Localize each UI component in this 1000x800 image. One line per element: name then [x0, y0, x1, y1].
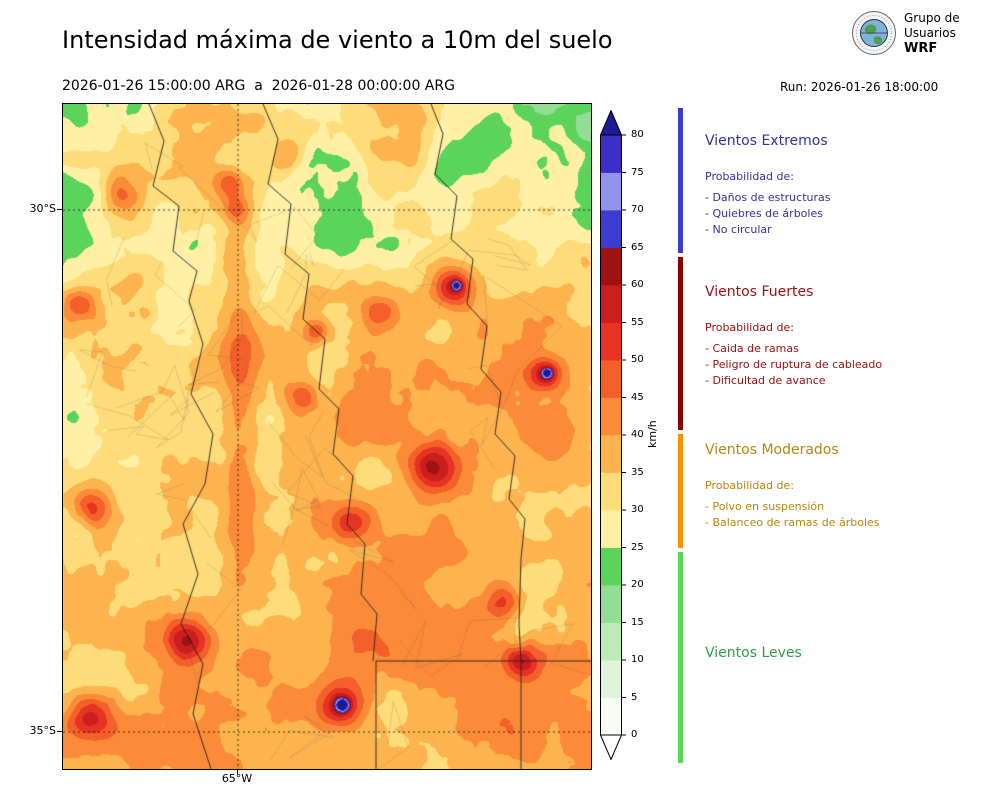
- legend-title-extremos: Vientos Extremos: [705, 133, 828, 149]
- wind-intensity-map: [63, 104, 591, 769]
- axis-tick-65w: [237, 769, 238, 774]
- colorbar-tick-label: 5: [631, 691, 638, 703]
- colorbar-tick-label: 25: [631, 541, 644, 553]
- legend-section-extremos: Vientos Extremos Probabilidad de: - Daño…: [705, 133, 990, 238]
- legend-section-moderados: Vientos Moderados Probabilidad de: - Pol…: [705, 442, 990, 531]
- map-frame: [62, 103, 592, 770]
- colorbar-unit-label: km/h: [646, 420, 659, 448]
- colorbar-tick-label: 20: [631, 579, 644, 590]
- legend-item: - Peligro de ruptura de cableado: [705, 358, 883, 371]
- wrf-logo-globe-icon: [852, 11, 896, 55]
- date-range: 2026-01-26 15:00:00 ARG a 2026-01-28 00:…: [62, 78, 455, 94]
- colorbar-tick-label: 10: [631, 654, 644, 665]
- colorbar-tick-label: 35: [631, 466, 644, 478]
- logo-line-2: Usuarios: [904, 25, 956, 40]
- colorbar-tick-label: 30: [631, 504, 644, 515]
- colorbar-tick-label: 80: [631, 129, 644, 140]
- run-label: Run: 2026-01-26 18:00:00: [780, 80, 939, 94]
- legend-title-moderados: Vientos Moderados: [705, 442, 839, 458]
- legend-item: - Balanceo de ramas de árboles: [705, 516, 880, 529]
- legend-bar-fuertes: [678, 257, 683, 430]
- legend-bar-extremos: [678, 108, 683, 253]
- colorbar-tick-label: 0: [631, 729, 638, 740]
- logo-line-1: Grupo de: [904, 10, 960, 25]
- logo-line-3: WRF: [904, 40, 938, 56]
- colorbar-tick-label: 15: [631, 616, 644, 628]
- colorbar-tick-label: 55: [631, 316, 644, 328]
- colorbar-tick-label: 40: [631, 429, 644, 440]
- legend-item: - Quiebres de árboles: [705, 207, 823, 220]
- axis-tick-35s: [57, 731, 62, 732]
- colorbar: [600, 110, 626, 760]
- axis-tick-30s: [57, 209, 62, 210]
- legend-item: Probabilidad de:: [705, 321, 794, 334]
- colorbar-tick-label: 70: [631, 204, 644, 215]
- legend-item: - Caida de ramas: [705, 342, 799, 355]
- legend-item: - No circular: [705, 223, 772, 236]
- legend-section-leves: Vientos Leves: [705, 645, 990, 681]
- wrf-logo: Grupo de Usuarios WRF: [851, 10, 960, 56]
- legend-bar-moderados: [678, 434, 683, 548]
- legend-item: Probabilidad de:: [705, 170, 794, 183]
- colorbar-tick-label: 50: [631, 354, 644, 365]
- colorbar-tick-label: 65: [631, 241, 644, 253]
- page-title: Intensidad máxima de viento a 10m del su…: [62, 26, 613, 54]
- xtick-65w: 65°W: [221, 772, 253, 785]
- ytick-30s: 30°S: [29, 202, 56, 215]
- legend-item: - Dificultad de avance: [705, 374, 826, 387]
- colorbar-tick-label: 75: [631, 166, 644, 178]
- legend-bar-leves: [678, 552, 683, 763]
- legend-item: Probabilidad de:: [705, 479, 794, 492]
- colorbar-tick-label: 45: [631, 391, 644, 403]
- legend-title-leves: Vientos Leves: [705, 645, 802, 661]
- legend-section-fuertes: Vientos Fuertes Probabilidad de: - Caida…: [705, 284, 990, 389]
- colorbar-tick-label: 60: [631, 279, 644, 290]
- legend-item: - Daños de estructuras: [705, 191, 831, 204]
- legend-item: - Polvo en suspensión: [705, 500, 825, 513]
- legend-title-fuertes: Vientos Fuertes: [705, 284, 814, 300]
- ytick-35s: 35°S: [29, 724, 56, 737]
- wrf-logo-text: Grupo de Usuarios WRF: [904, 11, 960, 56]
